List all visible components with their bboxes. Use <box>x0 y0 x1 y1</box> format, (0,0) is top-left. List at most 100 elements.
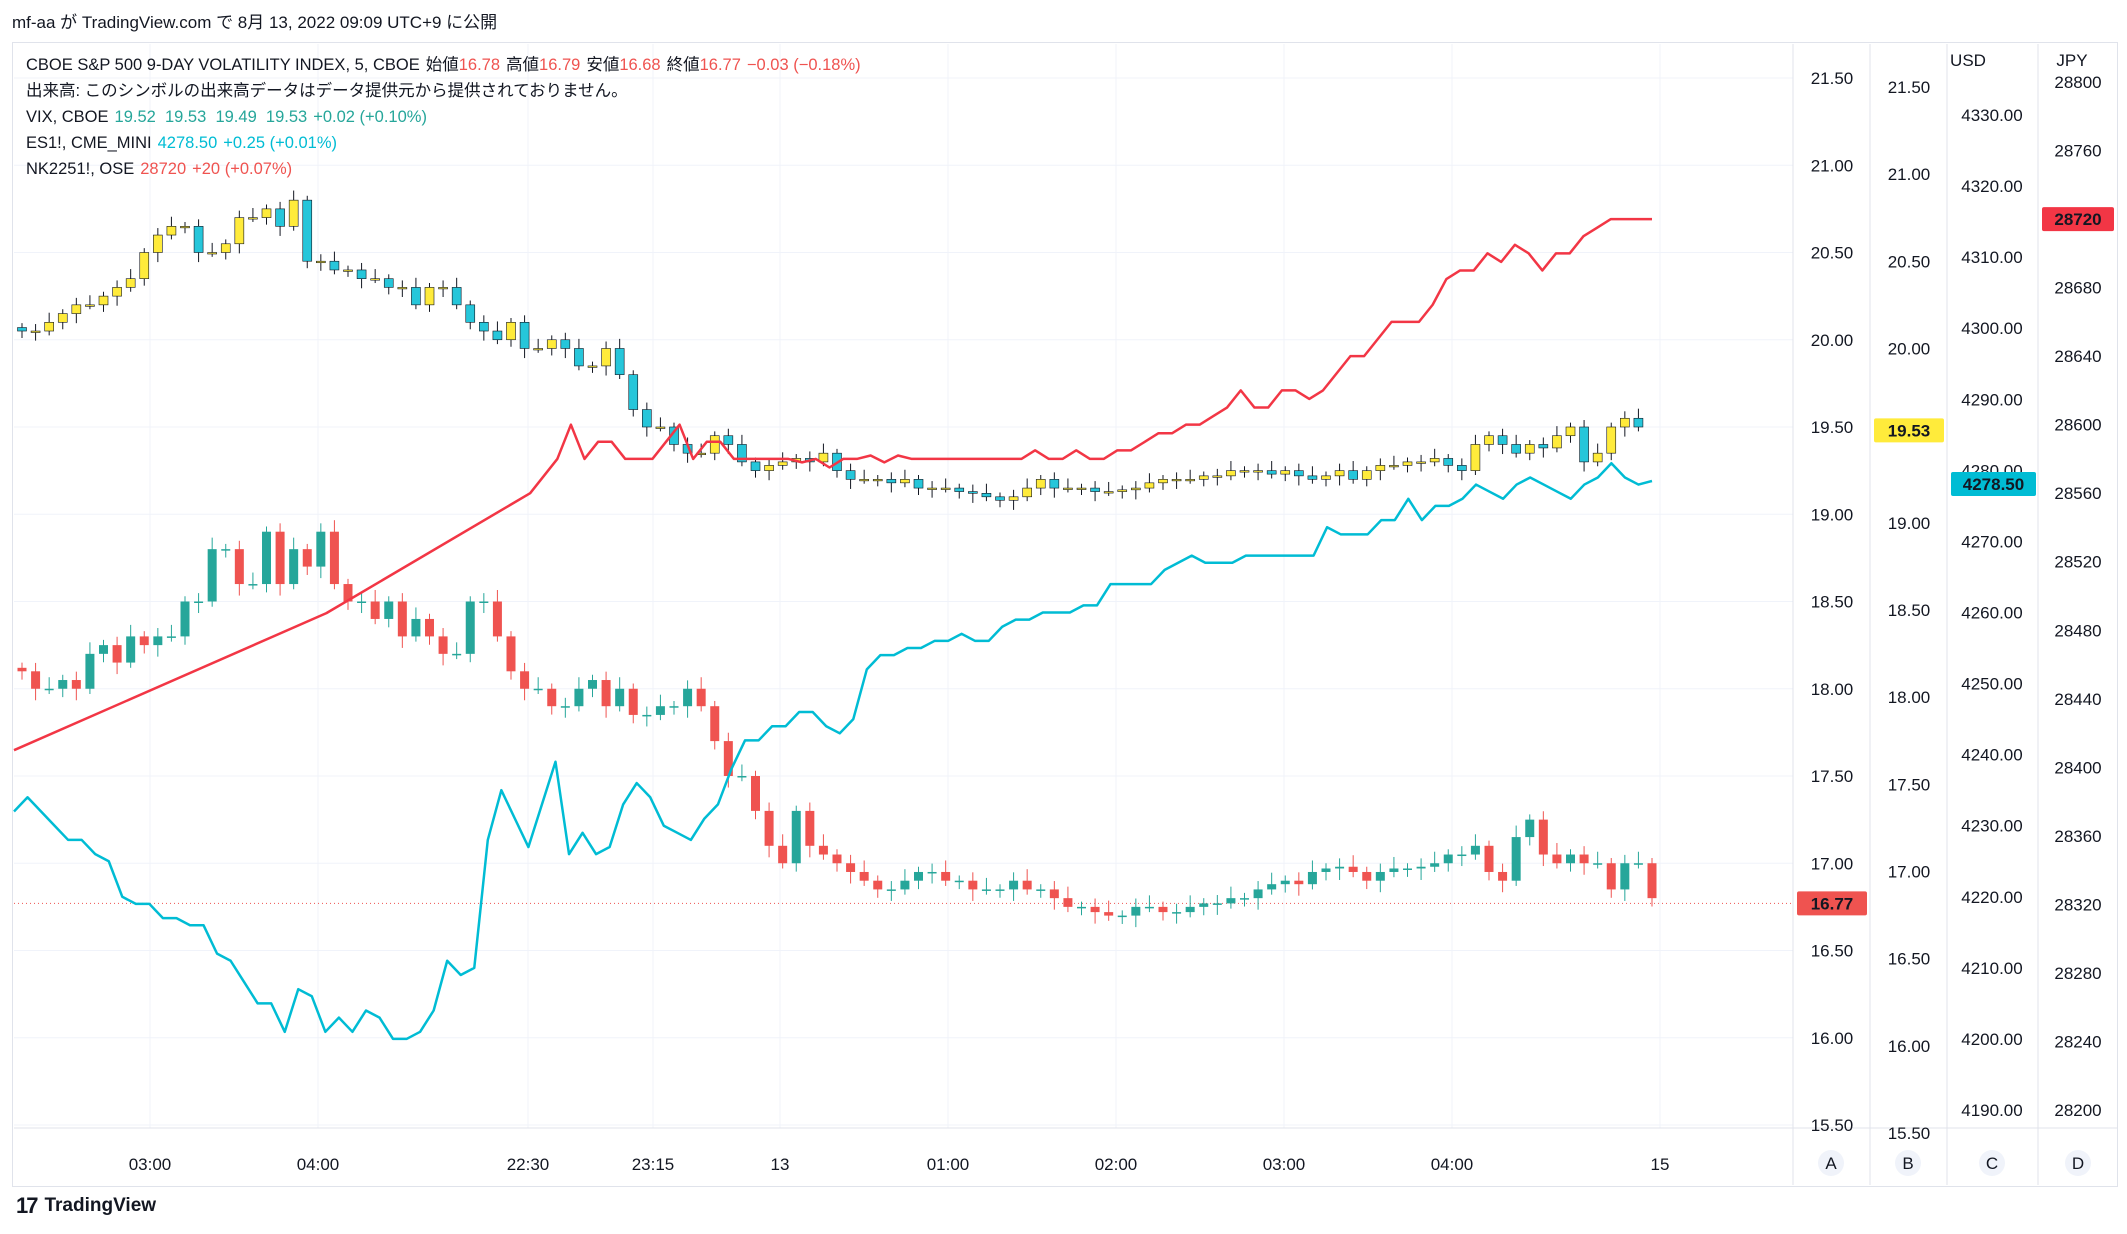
vix9d-candle <box>1335 866 1345 869</box>
y-tick-label-b: 16.50 <box>1888 950 1931 969</box>
vix9d-candle <box>805 810 815 846</box>
vix-candle <box>1402 461 1413 466</box>
vix9d-candle <box>1321 868 1331 872</box>
y-tick-label-d: 28760 <box>2054 142 2101 161</box>
vix-candle <box>85 304 95 307</box>
vix-candle <box>954 487 965 492</box>
legend-es1-symbol: ES1!, CME_MINI <box>26 134 152 152</box>
x-tick-label: 03:00 <box>129 1155 172 1174</box>
y-axis-b: 21.5021.0020.5020.0019.5019.0018.5018.00… <box>1888 78 1931 1143</box>
vix-candle <box>411 287 421 306</box>
vix9d-candle <box>1090 906 1100 913</box>
axis-c-currency: USD <box>1950 51 1986 70</box>
y-tick-label-d: 28200 <box>2054 1101 2101 1120</box>
vix9d-candle <box>370 601 380 619</box>
y-tick-label-d: 28480 <box>2054 621 2101 640</box>
vix9d-candle <box>221 549 231 551</box>
vix9d-candle <box>981 889 991 891</box>
vix9d-candle <box>683 688 693 707</box>
vix-candle <box>1131 487 1141 491</box>
y-tick-label-a: 18.50 <box>1811 593 1854 612</box>
vix-candle <box>1565 426 1576 437</box>
vix9d-candle <box>846 863 856 872</box>
y-tick-label-c: 4240.00 <box>1961 746 2022 765</box>
tradingview-logo[interactable]: 17 TradingView <box>16 1193 156 1219</box>
vix9d-candle <box>1647 863 1657 899</box>
vix-candle <box>1484 435 1494 445</box>
vix-candle <box>1470 444 1481 471</box>
vix-candle <box>995 496 1005 501</box>
vix-candle <box>71 304 82 314</box>
vix-candle <box>193 226 204 253</box>
vix-candle <box>1579 426 1589 463</box>
y-tick-label-d: 28240 <box>2054 1032 2101 1051</box>
last-label-a-bg <box>1797 891 1867 916</box>
vix9d-candle <box>234 549 244 585</box>
y-tick-label-b: 17.50 <box>1888 775 1931 794</box>
vix9d-candle <box>669 706 679 708</box>
vix9d-candle <box>655 706 665 715</box>
vix9d-candle <box>1185 906 1195 913</box>
x-tick-label: 03:00 <box>1263 1155 1306 1174</box>
vix9d-candle <box>1267 884 1277 890</box>
vix-candle <box>1239 470 1250 473</box>
vix9d-candle <box>1403 868 1412 870</box>
axis-letter-B: B <box>1902 1154 1913 1173</box>
vix-candle <box>927 487 937 490</box>
vix-candle <box>1158 479 1168 484</box>
y-tick-label-a: 17.00 <box>1811 854 1854 873</box>
y-tick-label-d: 28360 <box>2054 827 2101 846</box>
vix9d-candle <box>1566 854 1575 864</box>
vix9d-candle <box>533 688 543 691</box>
vix9d-candle <box>166 636 176 638</box>
vix9d-candle <box>574 688 584 707</box>
vix9d-candle <box>17 667 27 672</box>
y-tick-label-b: 18.50 <box>1888 601 1931 620</box>
vix-candle <box>628 374 639 410</box>
y-tick-label-a: 20.00 <box>1811 331 1854 350</box>
legend: CBOE S&P 500 9-DAY VOLATILITY INDEX, 5, … <box>26 52 867 182</box>
vix9d-candle <box>778 845 788 864</box>
vix9d-candle <box>764 810 774 846</box>
y-tick-label-c: 4250.00 <box>1961 675 2022 694</box>
y-tick-label-c: 4310.00 <box>1961 248 2022 267</box>
vix-candle <box>533 348 543 351</box>
vix-candle <box>1389 465 1399 468</box>
axis-letter-badge <box>1979 1150 2005 1176</box>
vix9d-candle <box>547 688 557 707</box>
x-tick-label: 04:00 <box>297 1155 340 1174</box>
vix-candle <box>1144 482 1155 489</box>
legend-vix-symbol: VIX, CBOE <box>26 108 109 126</box>
vix9d-candle <box>560 706 570 708</box>
y-tick-label-d: 28560 <box>2054 484 2101 503</box>
y-tick-label-c: 4190.00 <box>1961 1101 2022 1120</box>
vix-candle <box>1552 435 1562 449</box>
y-tick-label-a: 21.50 <box>1811 69 1854 88</box>
vix-candle <box>1457 465 1467 471</box>
vix-candle <box>1035 479 1046 489</box>
vix9d-candle <box>954 880 964 883</box>
vix9d-candle <box>1416 866 1426 869</box>
x-tick-label: 04:00 <box>1431 1155 1474 1174</box>
vix9d-candle <box>1212 903 1222 905</box>
vix-candle <box>139 252 150 279</box>
vix-candle <box>397 287 408 290</box>
y-tick-label-b: 20.50 <box>1888 252 1931 271</box>
vix-candle <box>642 409 652 428</box>
vix9d-candle <box>506 636 516 672</box>
axis-letter-A: A <box>1825 1154 1837 1173</box>
y-tick-label-b: 21.00 <box>1888 165 1931 184</box>
legend-high-label: 高値 <box>506 56 540 74</box>
vix-candle <box>343 269 353 272</box>
y-tick-label-d: 28520 <box>2054 553 2101 572</box>
vix9d-candle <box>520 671 530 689</box>
x-tick-label: 13 <box>771 1155 790 1174</box>
vix9d-candle <box>859 871 869 881</box>
x-tick-label: 02:00 <box>1095 1155 1138 1174</box>
vix9d-candle <box>343 584 353 602</box>
y-tick-label-a: 16.00 <box>1811 1029 1854 1048</box>
y-tick-label-a: 17.50 <box>1811 767 1854 786</box>
vix-candle <box>574 348 584 367</box>
y-tick-label-b: 20.00 <box>1888 340 1931 359</box>
